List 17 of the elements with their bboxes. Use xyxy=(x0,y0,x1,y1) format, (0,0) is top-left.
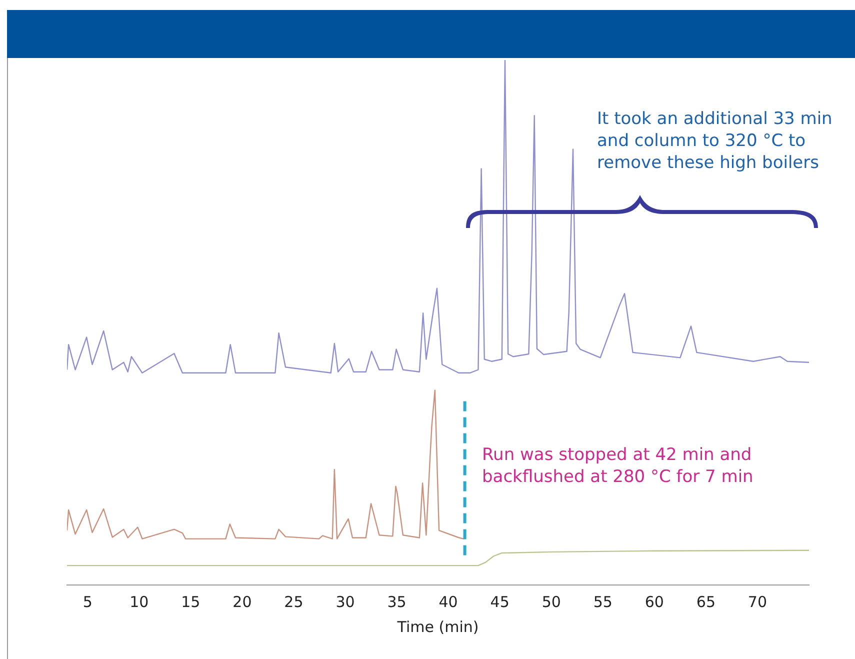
annotation: Run was stopped at 42 min and backflushed at 280 °C for 7 min xyxy=(482,444,754,488)
annotation: It took an additional 33 min and column to 320 °C to remove these high boilers xyxy=(597,108,832,174)
x-axis-title: Time (min) xyxy=(396,618,479,636)
x-tick-label: 20 xyxy=(232,592,252,611)
x-tick-label: 45 xyxy=(490,592,510,611)
x-tick-label: 70 xyxy=(748,592,768,611)
x-tick-label: 25 xyxy=(284,592,304,611)
x-tick-label: 5 xyxy=(82,592,92,611)
x-tick-label: 10 xyxy=(130,592,149,611)
x-tick-label: 35 xyxy=(387,592,406,611)
x-tick-label: 55 xyxy=(593,592,612,611)
x-tick-label: 15 xyxy=(181,592,200,611)
x-tick-label: 50 xyxy=(542,592,561,611)
x-tick-label: 30 xyxy=(336,592,355,611)
x-tick-label: 65 xyxy=(696,592,716,611)
x-tick-label: 40 xyxy=(438,592,458,611)
x-tick-label: 60 xyxy=(644,592,664,611)
